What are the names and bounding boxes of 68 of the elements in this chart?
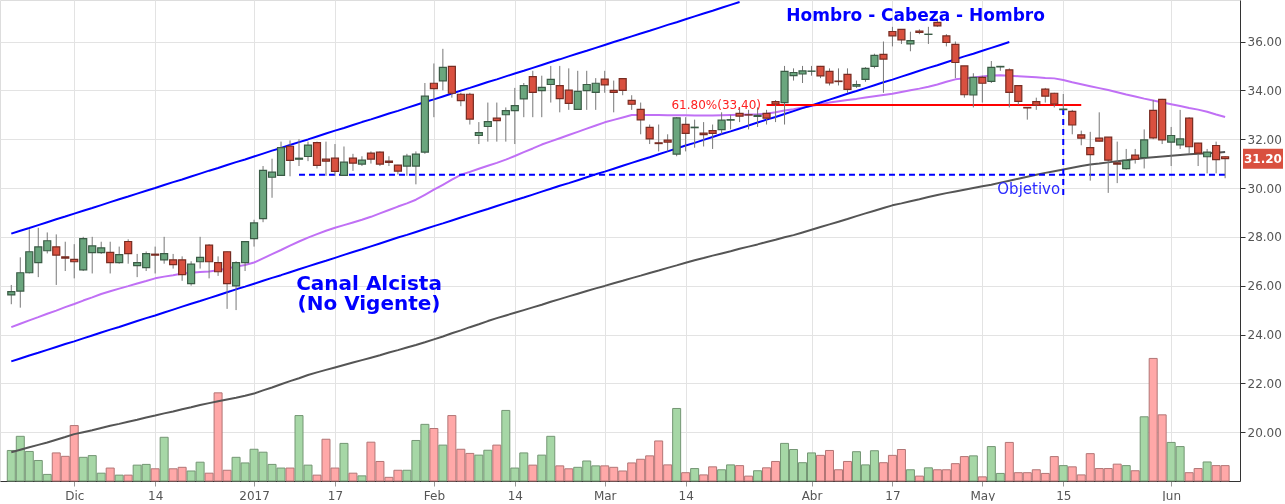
x-tick-label: 17	[327, 488, 344, 503]
candlestick	[537, 75, 546, 118]
y-tick-label: 20.00	[1247, 425, 1282, 440]
candlestick	[303, 141, 313, 162]
annotation: 61.80%(33,40)	[671, 98, 761, 112]
x-tick-label: 14	[507, 488, 523, 503]
candlestick	[600, 70, 609, 94]
y-tick-label: 36.00	[1247, 35, 1282, 50]
candlestick	[187, 260, 196, 287]
candlestick	[196, 236, 205, 270]
y-tick-label: 32.00	[1247, 132, 1282, 147]
candlestick	[645, 124, 654, 145]
candlestick	[357, 155, 367, 167]
candlestick	[339, 146, 349, 177]
candlestick	[951, 41, 960, 79]
candlestick	[519, 82, 528, 118]
candlestick	[124, 238, 133, 265]
candlestick	[969, 72, 978, 108]
x-tick-label: 2017	[239, 488, 270, 503]
candlestick	[151, 246, 160, 274]
candlestick	[636, 102, 645, 135]
candlestick	[879, 41, 888, 94]
candlestick	[924, 26, 933, 45]
x-tick-label: Jun	[1161, 488, 1182, 503]
x-tick-label: 17	[885, 488, 901, 503]
x-tick-label: Dic	[65, 488, 85, 503]
candlestick	[1113, 141, 1122, 184]
candlestick	[61, 241, 70, 272]
candlestick	[438, 48, 447, 91]
candlestick	[1068, 109, 1077, 135]
candlestick	[474, 121, 483, 145]
candlestick	[348, 153, 358, 172]
text: 31.20	[1244, 151, 1282, 166]
candlestick	[106, 241, 115, 274]
x-tick-label: Feb	[423, 488, 446, 503]
candlestick	[771, 99, 780, 123]
candlestick	[978, 75, 987, 104]
y-tick-label: 30.00	[1247, 181, 1282, 196]
candlestick	[1023, 106, 1032, 121]
candlestick	[429, 62, 438, 118]
candlestick	[1122, 148, 1131, 171]
y-tick-label: 26.00	[1247, 279, 1282, 294]
y-tick-label: 24.00	[1247, 328, 1282, 342]
candlestick	[1203, 148, 1212, 174]
candlestick	[483, 102, 492, 143]
x-tick-label: 14	[148, 488, 164, 503]
candlestick	[294, 138, 304, 167]
candlestick	[205, 243, 214, 279]
candlestick	[681, 116, 690, 152]
candlestick	[528, 70, 537, 118]
candlestick	[1086, 131, 1095, 182]
x-tick-label: Mar	[593, 488, 617, 503]
candlestick	[546, 65, 555, 104]
x-tick-label: 14	[678, 488, 694, 503]
y-tick-label: 28.00	[1247, 230, 1282, 245]
y-tick-label: 22.00	[1247, 376, 1282, 391]
annotation: Objetivo	[997, 180, 1061, 198]
candlestick	[906, 31, 915, 52]
candlestick	[573, 70, 582, 111]
candlestick	[249, 219, 259, 248]
candlestick	[52, 233, 61, 286]
candlestick	[1140, 128, 1149, 169]
x-tick-label: Abr	[801, 488, 823, 503]
y-tick-label: 34.00	[1247, 83, 1282, 98]
candlestick	[160, 236, 169, 265]
annotation: Hombro - Cabeza - Hombro	[786, 5, 1045, 25]
candlestick	[285, 139, 295, 177]
x-tick-label: 15	[1056, 488, 1072, 503]
